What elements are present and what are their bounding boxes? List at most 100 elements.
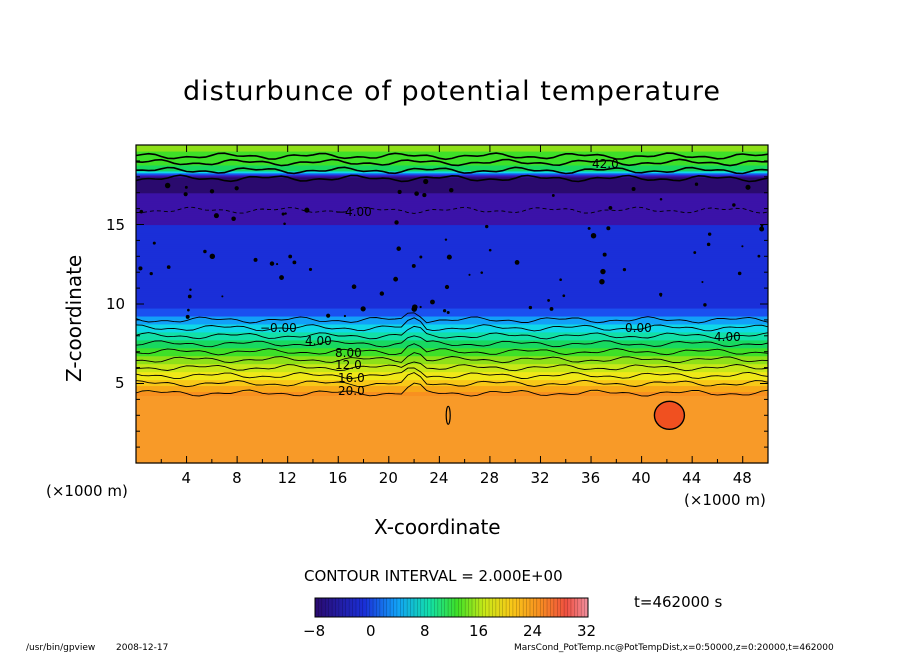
heatmap-cell (136, 176, 768, 180)
heatmap-cell (136, 379, 768, 383)
contour-dot (326, 313, 331, 318)
contour-dot (706, 242, 711, 247)
heatmap-cell (136, 178, 768, 182)
heatmap-cell (136, 290, 768, 293)
heatmap-cell (136, 413, 768, 416)
contour-line (135, 206, 769, 214)
contour-label: 42.0 (592, 157, 619, 171)
heatmap-cell (136, 146, 768, 150)
contour-dot (444, 284, 450, 290)
heatmap-cell (136, 222, 768, 226)
contour-dot (745, 184, 751, 190)
contour-dot (659, 197, 663, 201)
heatmap-cell (136, 162, 768, 166)
contour-dot (587, 226, 591, 230)
contour-dot (231, 216, 236, 221)
heatmap-cell (136, 268, 768, 271)
contour-dot (737, 271, 742, 276)
heatmap-cell (136, 204, 768, 208)
heatmap-cell (136, 425, 768, 428)
heatmap-cell (136, 296, 768, 299)
contour-dot (414, 191, 419, 196)
contour-blob (445, 405, 451, 425)
x-tick-label: 32 (530, 469, 550, 487)
heatmap-cell (136, 445, 768, 448)
heatmap-cell (136, 206, 768, 210)
contour-dot (164, 182, 171, 189)
heatmap-cell (136, 321, 768, 325)
contour-dot (379, 291, 385, 296)
contour-dot (547, 299, 550, 302)
heatmap-cell (136, 441, 768, 444)
contour-dot (480, 271, 484, 274)
contour-dot (213, 213, 219, 219)
x-unit-right: (×1000 m) (684, 491, 766, 509)
contour-dot (703, 303, 707, 307)
colorbar-tick: 16 (469, 622, 489, 640)
heatmap-cell (136, 307, 768, 311)
colorbar-divisions (314, 598, 589, 617)
heatmap-cell (136, 419, 768, 422)
contour-dot (419, 305, 422, 309)
y-ticks (136, 160, 768, 448)
heatmap-cell (136, 453, 768, 456)
contour-dot (423, 178, 429, 185)
contour-dot (234, 186, 239, 191)
heatmap-cell (136, 292, 768, 295)
heatmap-cell (136, 433, 768, 436)
heatmap-cell (136, 431, 768, 434)
heatmap-cell (136, 339, 768, 343)
contour-dot (292, 260, 297, 265)
contour-line (135, 361, 769, 372)
heatmap-cell (136, 407, 768, 410)
heatmap-cell (136, 186, 768, 190)
contour-dot (304, 207, 310, 213)
heatmap-cell (136, 226, 768, 230)
x-axis-label: X-coordinate (374, 515, 501, 539)
heatmap-cell (136, 439, 768, 442)
contour-line (135, 367, 769, 380)
heatmap-cell (136, 347, 768, 351)
heatmap-cell (136, 443, 768, 446)
contour-dot (488, 248, 492, 252)
x-tick-label: 28 (479, 469, 499, 487)
heatmap-cell (136, 447, 768, 450)
heatmap-cell (136, 409, 768, 412)
heatmap-cell (136, 311, 768, 315)
contour-dot (600, 268, 606, 275)
heatmap-cell (136, 280, 768, 283)
heatmap-cell (136, 415, 768, 418)
heatmap-cell (136, 240, 768, 243)
x-tick-label: 8 (232, 469, 242, 487)
heatmap-cell (136, 351, 768, 355)
heatmap-cell (136, 337, 768, 341)
contour-line (135, 352, 769, 364)
heatmap-cell (136, 302, 768, 305)
heatmap-cell (136, 389, 768, 393)
heatmap-cell (136, 345, 768, 349)
heatmap-cell (136, 182, 768, 186)
heatmap-cell (136, 341, 768, 345)
contour-dot (551, 194, 555, 197)
contour-dot (444, 238, 448, 241)
contour-label: 8.00 (335, 346, 362, 360)
heatmap-cell (136, 333, 768, 337)
heatmap-cell (136, 158, 768, 162)
heatmap-cell (136, 387, 768, 391)
contour-dot (707, 232, 712, 236)
heatmap-cell (136, 315, 768, 319)
contour-dot (276, 263, 279, 266)
contour-dot (139, 209, 144, 214)
heatmap-cell (136, 232, 768, 236)
heatmap-cell (136, 369, 768, 373)
x-ticks (160, 145, 744, 463)
contour-dot (166, 265, 171, 269)
colorbar (314, 597, 589, 618)
contour-dot (693, 251, 697, 254)
heatmap-cell (136, 228, 768, 232)
heatmap-cell (136, 373, 768, 377)
heatmap-cell (136, 166, 768, 170)
heatmap-cell (136, 435, 768, 438)
heatmap-cell (136, 323, 768, 327)
